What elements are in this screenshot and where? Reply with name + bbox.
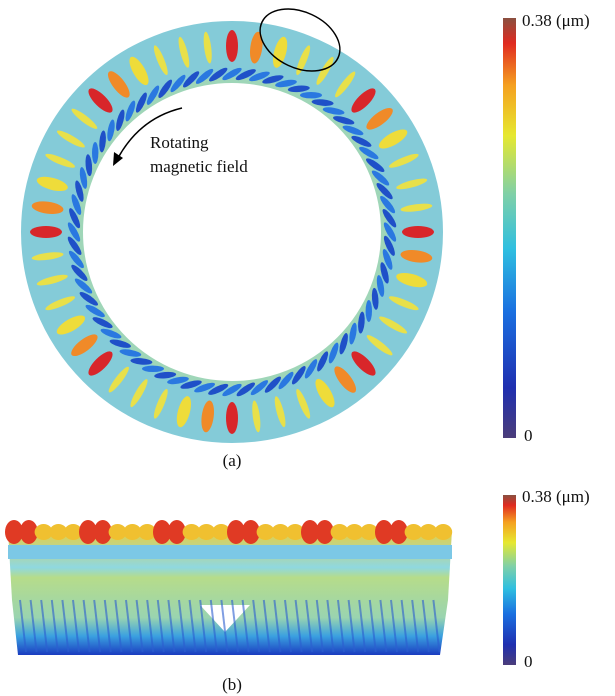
inner-band <box>80 80 384 384</box>
side-strip <box>8 545 452 559</box>
stator-lobe <box>226 30 238 62</box>
rotor-tooth <box>366 300 372 322</box>
side-lobe <box>434 524 452 540</box>
colorbar-min-label: 0 <box>524 426 533 445</box>
ring-plot <box>30 30 434 434</box>
stator-lobe <box>226 402 238 434</box>
colorbar-min-label: 0 <box>524 652 533 671</box>
colorbar <box>503 495 516 665</box>
colorbar-max-label: 0.38 (μm) <box>522 11 590 30</box>
annotation: magnetic field <box>150 157 248 176</box>
arrow-head <box>113 152 123 166</box>
colorbar <box>503 18 516 438</box>
rotor-tooth <box>142 366 164 372</box>
stator-lobe <box>402 226 434 238</box>
colorbar-max-label: 0.38 (μm) <box>522 487 590 506</box>
caption: (a) <box>223 451 242 470</box>
rotor-tooth <box>300 92 322 98</box>
figure: Rotating magnetic field 0.38 (μm) 0 (a) … <box>0 0 615 696</box>
page: Rotating magnetic field 0.38 (μm) 0 (a) … <box>0 0 615 696</box>
annotation: Rotating <box>150 133 209 152</box>
caption: (b) <box>222 675 242 694</box>
side-view-plot <box>5 520 452 655</box>
stator-lobe <box>30 226 62 238</box>
rotor-tooth <box>92 142 98 164</box>
